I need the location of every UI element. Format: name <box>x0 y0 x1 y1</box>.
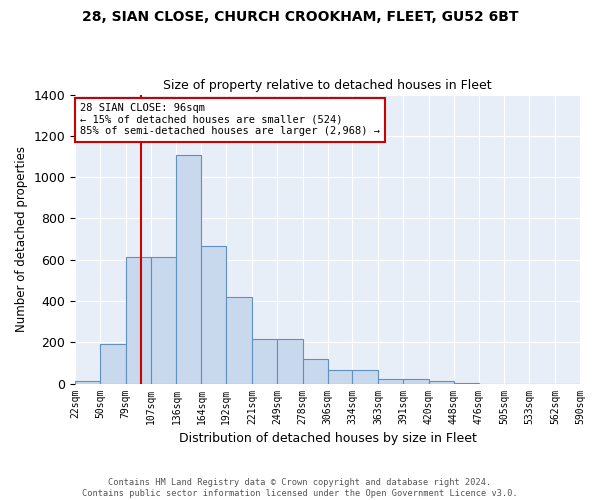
Bar <box>75 382 100 384</box>
Bar <box>226 297 252 384</box>
Bar <box>454 382 479 384</box>
X-axis label: Distribution of detached houses by size in Fleet: Distribution of detached houses by size … <box>179 432 476 445</box>
Bar <box>202 246 226 384</box>
Bar <box>403 380 429 384</box>
Bar <box>252 339 277 384</box>
Bar <box>378 380 403 384</box>
Bar <box>429 382 454 384</box>
Bar <box>151 256 176 384</box>
Bar <box>328 370 352 384</box>
Bar <box>126 256 151 384</box>
Text: Contains HM Land Registry data © Crown copyright and database right 2024.
Contai: Contains HM Land Registry data © Crown c… <box>82 478 518 498</box>
Text: 28, SIAN CLOSE, CHURCH CROOKHAM, FLEET, GU52 6BT: 28, SIAN CLOSE, CHURCH CROOKHAM, FLEET, … <box>82 10 518 24</box>
Y-axis label: Number of detached properties: Number of detached properties <box>15 146 28 332</box>
Title: Size of property relative to detached houses in Fleet: Size of property relative to detached ho… <box>163 79 492 92</box>
Bar <box>302 359 328 384</box>
Bar <box>352 370 378 384</box>
Bar <box>176 156 202 384</box>
Bar <box>100 344 126 384</box>
Text: 28 SIAN CLOSE: 96sqm
← 15% of detached houses are smaller (524)
85% of semi-deta: 28 SIAN CLOSE: 96sqm ← 15% of detached h… <box>80 103 380 136</box>
Bar <box>277 339 302 384</box>
